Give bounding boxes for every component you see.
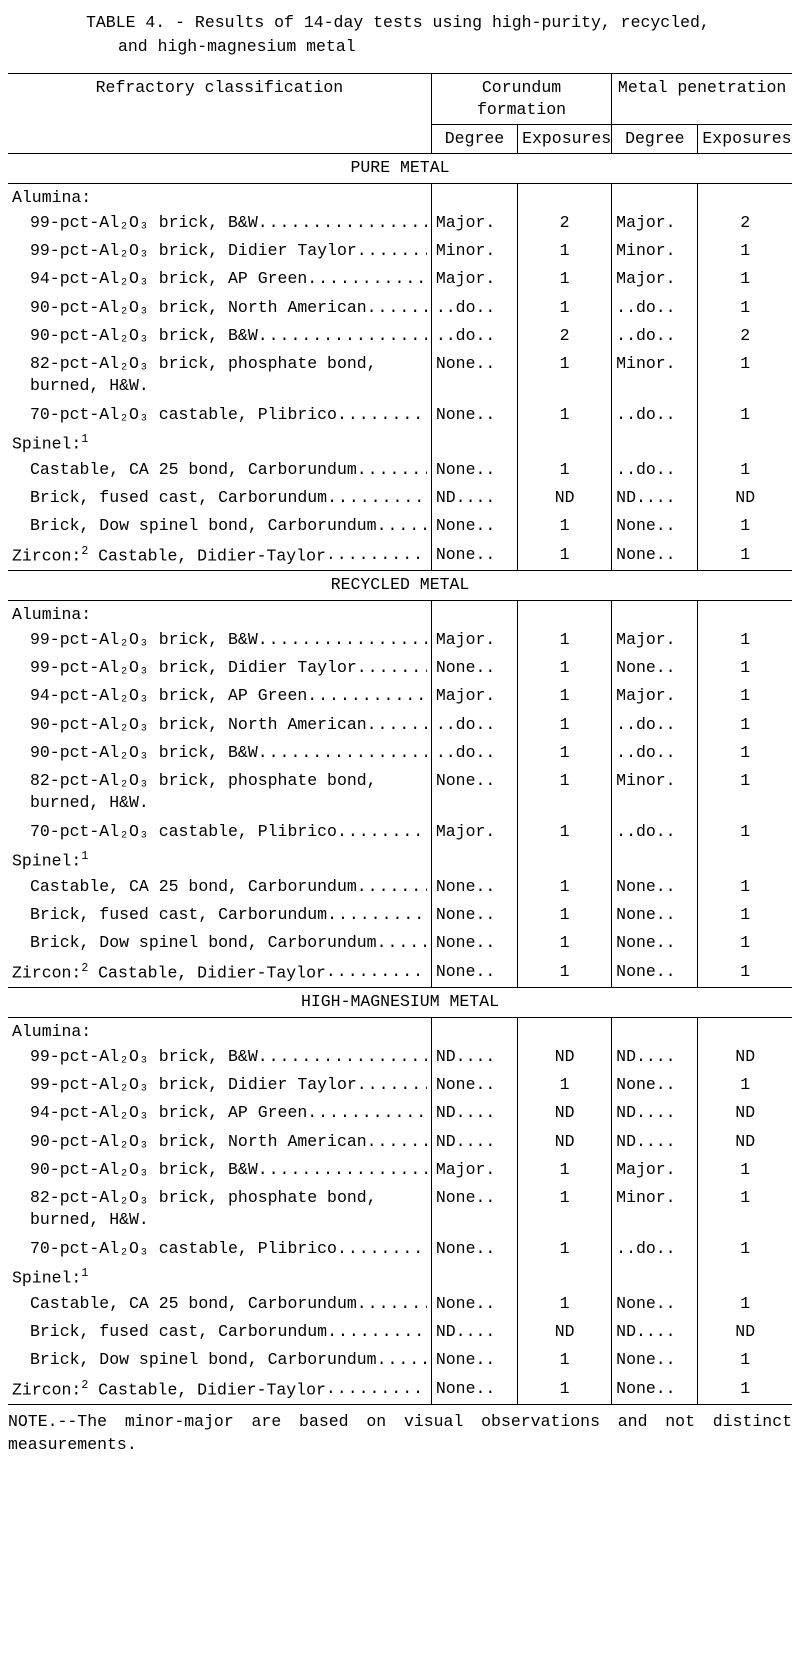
table-row: 99-pct-Al₂O₃ brick, Didier Taylor.......…: [8, 237, 792, 265]
table-row: 90-pct-Al₂O₃ brick, North American......…: [8, 711, 792, 739]
table-row: Castable, CA 25 bond, Carborundum.......…: [8, 873, 792, 901]
table-title-line1: TABLE 4. - Results of 14-day tests using…: [86, 12, 792, 34]
table-row: 82-pct-Al₂O₃ brick, phosphate bond, burn…: [8, 1184, 792, 1235]
table-row: 99-pct-Al₂O₃ brick, B&W.................…: [8, 626, 792, 654]
table-row: Zircon:2 Castable, Didier-Taylor........…: [8, 1375, 792, 1405]
table-row: 82-pct-Al₂O₃ brick, phosphate bond, burn…: [8, 767, 792, 818]
table-row: 70-pct-Al₂O₃ castable, Plibrico.........…: [8, 1235, 792, 1263]
table-row: Brick, fused cast, Carborundum..........…: [8, 901, 792, 929]
table-row: Brick, fused cast, Carborundum..........…: [8, 484, 792, 512]
table-row: Castable, CA 25 bond, Carborundum.......…: [8, 456, 792, 484]
table-row: 94-pct-Al₂O₃ brick, AP Green............…: [8, 682, 792, 710]
table-row: Zircon:2 Castable, Didier-Taylor........…: [8, 541, 792, 571]
table-row: Brick, Dow spinel bond, Carborundum.....…: [8, 512, 792, 540]
table-row: 94-pct-Al₂O₃ brick, AP Green............…: [8, 1099, 792, 1127]
table-row: 90-pct-Al₂O₃ brick, B&W.................…: [8, 322, 792, 350]
footnote-line2: measurements.: [8, 1434, 792, 1456]
table-row: Brick, Dow spinel bond, Carborundum.....…: [8, 929, 792, 957]
table-row: 82-pct-Al₂O₃ brick, phosphate bond, burn…: [8, 350, 792, 401]
table-title-line2: and high-magnesium metal: [118, 36, 792, 58]
table-row: Brick, Dow spinel bond, Carborundum.....…: [8, 1346, 792, 1374]
table-row: 99-pct-Al₂O₃ brick, B&W.................…: [8, 1043, 792, 1071]
footnote-line1: NOTE.--The minor-major are based on visu…: [8, 1411, 792, 1433]
section-header: RECYCLED METAL: [8, 571, 792, 600]
table-row: 90-pct-Al₂O₃ brick, North American......…: [8, 1128, 792, 1156]
table-row: 70-pct-Al₂O₃ castable, Plibrico.........…: [8, 401, 792, 429]
section-header: HIGH-MAGNESIUM METAL: [8, 988, 792, 1017]
table-row: 90-pct-Al₂O₃ brick, North American......…: [8, 294, 792, 322]
table-row: 99-pct-Al₂O₃ brick, Didier Taylor.......…: [8, 1071, 792, 1099]
table-row: Castable, CA 25 bond, Carborundum.......…: [8, 1290, 792, 1318]
table-row: Brick, fused cast, Carborundum..........…: [8, 1318, 792, 1346]
table-row: 90-pct-Al₂O₃ brick, B&W.................…: [8, 1156, 792, 1184]
table-row: 90-pct-Al₂O₃ brick, B&W.................…: [8, 739, 792, 767]
table-row: Zircon:2 Castable, Didier-Taylor........…: [8, 958, 792, 988]
table-row: 99-pct-Al₂O₃ brick, Didier Taylor.......…: [8, 654, 792, 682]
table-row: 70-pct-Al₂O₃ castable, Plibrico.........…: [8, 818, 792, 846]
table-row: 99-pct-Al₂O₃ brick, B&W.................…: [8, 209, 792, 237]
table-row: 94-pct-Al₂O₃ brick, AP Green............…: [8, 265, 792, 293]
results-table: Refractory classificationCorundum format…: [8, 73, 792, 1406]
section-header: PURE METAL: [8, 154, 792, 183]
